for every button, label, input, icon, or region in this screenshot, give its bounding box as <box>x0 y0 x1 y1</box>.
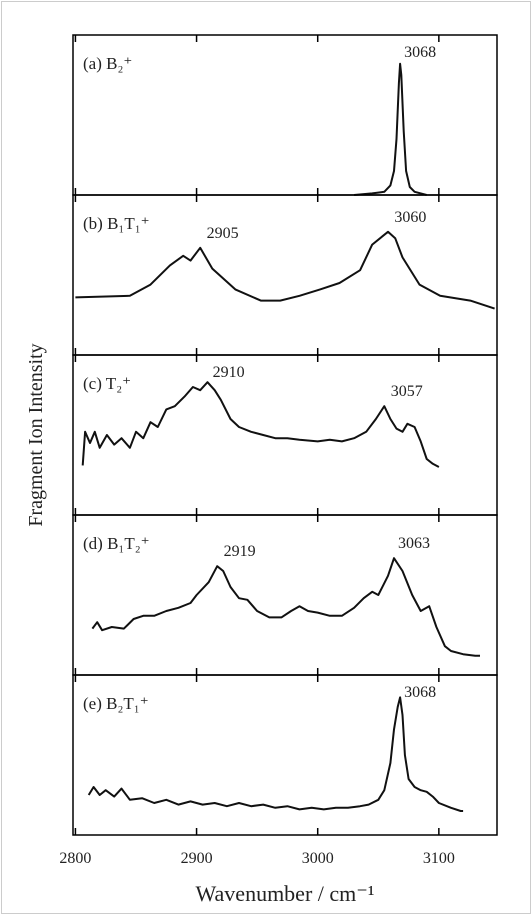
x-tick-label: 3100 <box>423 850 455 867</box>
x-tick-label: 2900 <box>181 850 213 867</box>
x-axis-label: Wavenumber / cm⁻¹ <box>196 881 375 906</box>
peak-label: 3068 <box>404 684 436 701</box>
spectrum-line <box>354 62 427 196</box>
spectrum-line <box>75 230 495 310</box>
peak-label: 2905 <box>207 225 239 242</box>
peak-label: 3068 <box>404 44 436 61</box>
peak-label: 3057 <box>391 383 423 400</box>
spectrum-line <box>81 381 440 468</box>
peak-label: 2919 <box>224 543 256 560</box>
panel-label: (e) B₂T₁⁺ <box>83 694 149 713</box>
panel-frame <box>72 674 498 836</box>
panel-label: (a) B₂⁺ <box>83 54 132 73</box>
spectrum-line <box>87 696 464 812</box>
peak-label: 2910 <box>213 364 245 381</box>
y-axis-label: Fragment Ion Intensity <box>25 343 47 526</box>
panel-label: (b) B₁T₁⁺ <box>83 214 150 233</box>
peak-label: 3060 <box>394 209 426 226</box>
panel-frame <box>72 354 498 516</box>
panel-label: (c) T₂⁺ <box>83 374 131 393</box>
x-tick-label: 2800 <box>59 850 91 867</box>
panel-label: (d) B₁T₂⁺ <box>83 534 150 553</box>
peak-label: 3063 <box>398 535 430 552</box>
spectrum-line <box>91 557 480 657</box>
x-tick-label: 3000 <box>302 850 334 867</box>
